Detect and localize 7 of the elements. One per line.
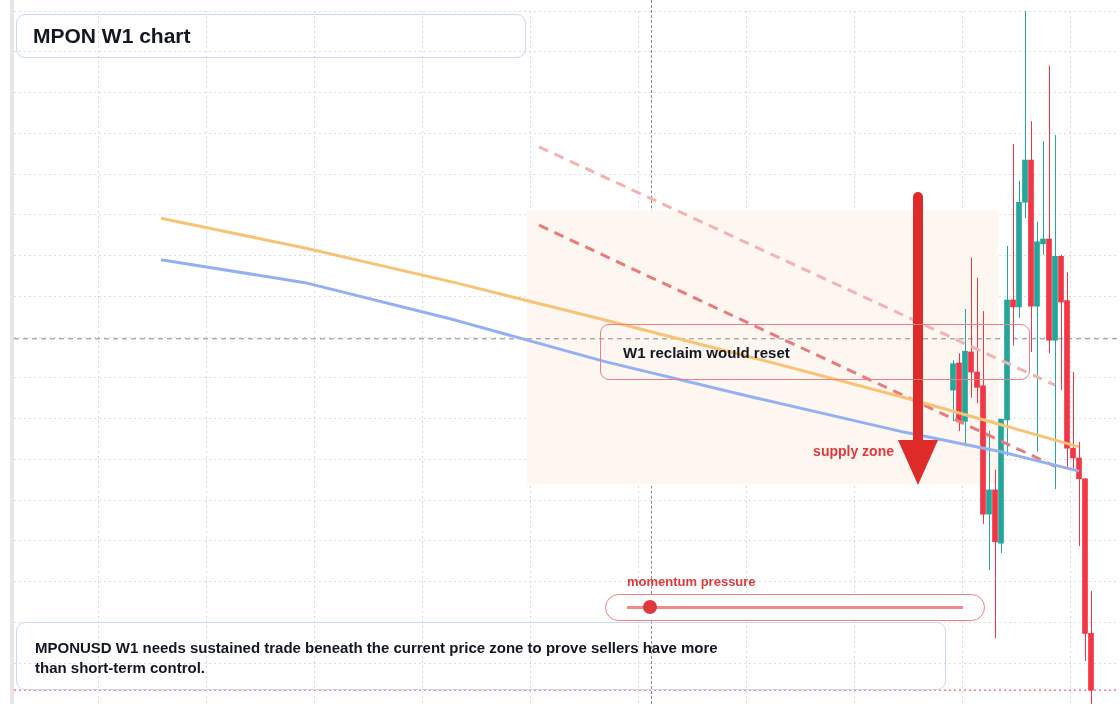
- text: MPON W1 chart: [16, 14, 526, 58]
- candlestick: [1010, 143, 1016, 347]
- annotation: W1 reclaim would reset: [600, 324, 1030, 380]
- candlestick: [968, 257, 974, 399]
- annotation: momentum pressure: [627, 574, 756, 589]
- annotation: MPONUSD W1 needs sustained trade beneath the current price zone to prove sellers have more than short-term control.: [35, 638, 719, 678]
- band-label: supply zone: [813, 443, 895, 460]
